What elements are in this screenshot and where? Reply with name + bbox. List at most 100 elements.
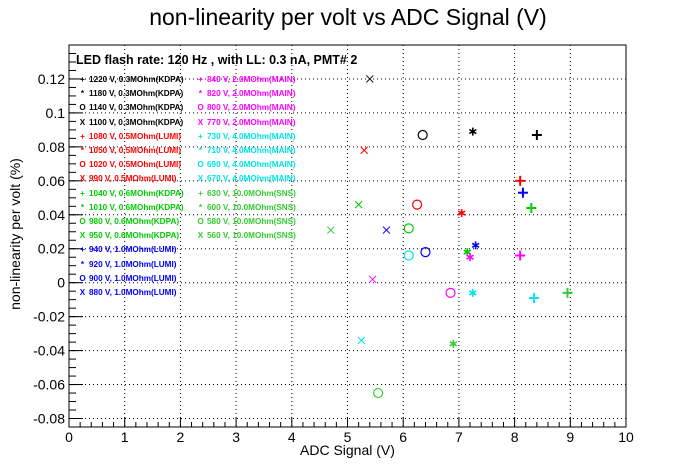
chart-subtitle: LED flash rate: 120 Hz , with LL: 0.3 nA… — [76, 53, 358, 67]
legend-label: 980 V, 0.6MOhm(KDPA) — [89, 217, 180, 226]
x-tick-label: 0 — [65, 429, 73, 445]
legend-marker: X — [79, 117, 86, 127]
legend-marker: + — [80, 75, 85, 84]
legend-label: 1220 V, 0.3MOhm(KDPA) — [89, 75, 184, 84]
legend-entry: +1080 V, 0.5MOhm(LUMI) — [78, 132, 181, 142]
data-point — [360, 146, 369, 155]
legend-marker: + — [80, 188, 85, 198]
legend-label: 940 V, 1.0MOhm(LUMI) — [89, 245, 177, 255]
x-axis-label: ADC Signal (V) — [300, 442, 395, 458]
legend-entry: * 820 V, 2.0MOhm(MAIN) — [196, 89, 296, 99]
legend-label: 730 V, 4.0MOhm(MAIN) — [207, 131, 296, 141]
legend-label: 1020 V, 0.5MOhm(LUMI) — [89, 160, 182, 170]
legend-label: 1140 V, 0.3MOhm(KDPA) — [89, 103, 184, 113]
legend-marker: * — [198, 89, 203, 99]
data-point — [403, 223, 414, 234]
data-point — [517, 187, 528, 198]
legend-entry: * 1050 V, 0.5MOhm(LUMI) — [78, 146, 181, 156]
legend-entry: O 900 V, 1.0MOhm(LUMI) — [78, 273, 177, 284]
data-point — [445, 287, 456, 298]
legend-label: 1010 V, 0.6MOhm(KDPA) — [89, 202, 184, 212]
legend-marker: * — [80, 89, 85, 99]
legend-marker: O — [79, 217, 86, 226]
legend-marker: O — [197, 160, 204, 170]
legend-entry: O 580 V, 10.0MOhm(SNS) — [196, 217, 296, 227]
legend-label: 670 V, 4.0MOhm(MAIN) — [207, 174, 296, 184]
data-point — [412, 199, 423, 210]
legend-label: 600 V, 10.0MOhm(SNS) — [207, 202, 296, 212]
legend-marker: * — [80, 259, 85, 269]
x-tick-label: 9 — [566, 429, 574, 445]
y-tick-label: 0.08 — [38, 139, 65, 155]
legend-entry: O 690 V, 4.0MOhm(MAIN) — [196, 160, 295, 170]
legend-marker: + — [198, 131, 203, 141]
legend-marker: O — [197, 217, 204, 226]
legend-label: 880 V, 1.0MOhm(LUMI) — [89, 288, 177, 297]
legend-entry: +730 V, 4.0MOhm(MAIN) — [196, 132, 295, 142]
legend-label: 900 V, 1.0MOhm(LUMI) — [89, 273, 177, 283]
legend-label: 1050 V, 0.5MOhm(LUMI) — [89, 146, 182, 155]
legend-entry: +940 V, 1.0MOhm(LUMI) — [78, 245, 177, 255]
legend-label: 630 V, 10.0MOhm(SNS) — [207, 188, 296, 198]
legend-entry: * 710 V, 4.0MOhm(MAIN) — [196, 146, 296, 156]
y-tick-label: 0.1 — [46, 105, 66, 121]
legend-label: 800 V, 2.0MOhm(MAIN) — [207, 103, 296, 113]
y-tick-label: 0.02 — [38, 241, 65, 257]
legend-label: 1100 V, 0.3MOhm(KDPA) — [89, 117, 184, 127]
legend-entry: * 600 V, 10.0MOhm(SNS) — [196, 203, 296, 213]
data-point — [471, 241, 480, 250]
legend-label: 580 V, 10.0MOhm(SNS) — [207, 217, 296, 226]
data-point — [466, 253, 474, 262]
legend-marker: O — [197, 103, 204, 113]
legend-entry: O 800 V, 2.0MOhm(MAIN) — [196, 103, 295, 113]
legend-entry: X 560 V, 10.0MOhm(SNS) — [196, 231, 296, 241]
legend-marker: * — [198, 146, 203, 155]
legend-marker: X — [79, 174, 86, 184]
legend-marker: + — [80, 131, 85, 141]
data-point — [382, 226, 391, 234]
data-point — [354, 200, 363, 209]
legend-entry: O 980 V, 0.6MOhm(KDPA) — [78, 217, 179, 227]
legend-marker: + — [198, 188, 203, 198]
legend-entry: * 1180 V, 0.3MOhm(KDPA) — [78, 89, 183, 99]
legend-label: 1080 V, 0.5MOhm(LUMI) — [89, 131, 182, 141]
data-point — [531, 129, 542, 140]
legend-entry: X 990 V, 0.5MOhm(LUMI) — [78, 174, 177, 184]
data-point — [526, 202, 537, 213]
y-tick-label: 0.06 — [38, 173, 65, 189]
x-tick-label: 7 — [455, 429, 463, 445]
y-tick-label: 0.12 — [38, 71, 65, 87]
legend-entry: +1040 V, 0.6MOhm(KDPA) — [78, 189, 184, 199]
legend-marker: X — [79, 231, 86, 241]
legend-marker: X — [197, 117, 204, 127]
legend-label: 710 V, 4.0MOhm(MAIN) — [207, 146, 296, 155]
legend-marker: * — [80, 146, 85, 155]
legend-entry: O 1020 V, 0.5MOhm(LUMI) — [78, 160, 181, 170]
y-tick-label: -0.02 — [33, 309, 65, 325]
chart-title: non-linearity per volt vs ADC Signal (V) — [149, 4, 547, 30]
legend-marker: X — [197, 174, 204, 184]
data-point — [562, 287, 573, 298]
legend-label: 840 V, 2.0MOhm(MAIN) — [207, 75, 296, 84]
legend-label: 820 V, 2.0MOhm(MAIN) — [207, 89, 296, 99]
data-point — [403, 250, 414, 261]
legend-marker: X — [79, 288, 86, 297]
x-tick-label: 4 — [288, 429, 296, 445]
data-point — [373, 387, 384, 399]
data-point — [420, 247, 431, 258]
y-axis-label: non-linearity per volt (%) — [7, 158, 23, 310]
plot-frame — [68, 44, 627, 428]
legend-marker: O — [79, 273, 86, 283]
y-tick-label: -0.04 — [33, 343, 65, 359]
legend-label: 1180 V, 0.3MOhm(KDPA) — [89, 89, 184, 99]
data-point — [515, 175, 526, 186]
legend-marker: O — [79, 103, 86, 113]
x-tick-label: 10 — [618, 429, 634, 445]
legend-label: 560 V, 10.0MOhm(SNS) — [207, 231, 296, 241]
x-tick-label: 8 — [511, 429, 519, 445]
x-tick-label: 1 — [121, 429, 129, 445]
y-tick-label: -0.08 — [33, 411, 65, 427]
legend-entry: X 950 V, 0.6MOhm(KDPA) — [78, 231, 179, 241]
x-tick-label: 6 — [399, 429, 407, 445]
legend-entry: * 1010 V, 0.6MOhm(KDPA) — [78, 203, 184, 213]
